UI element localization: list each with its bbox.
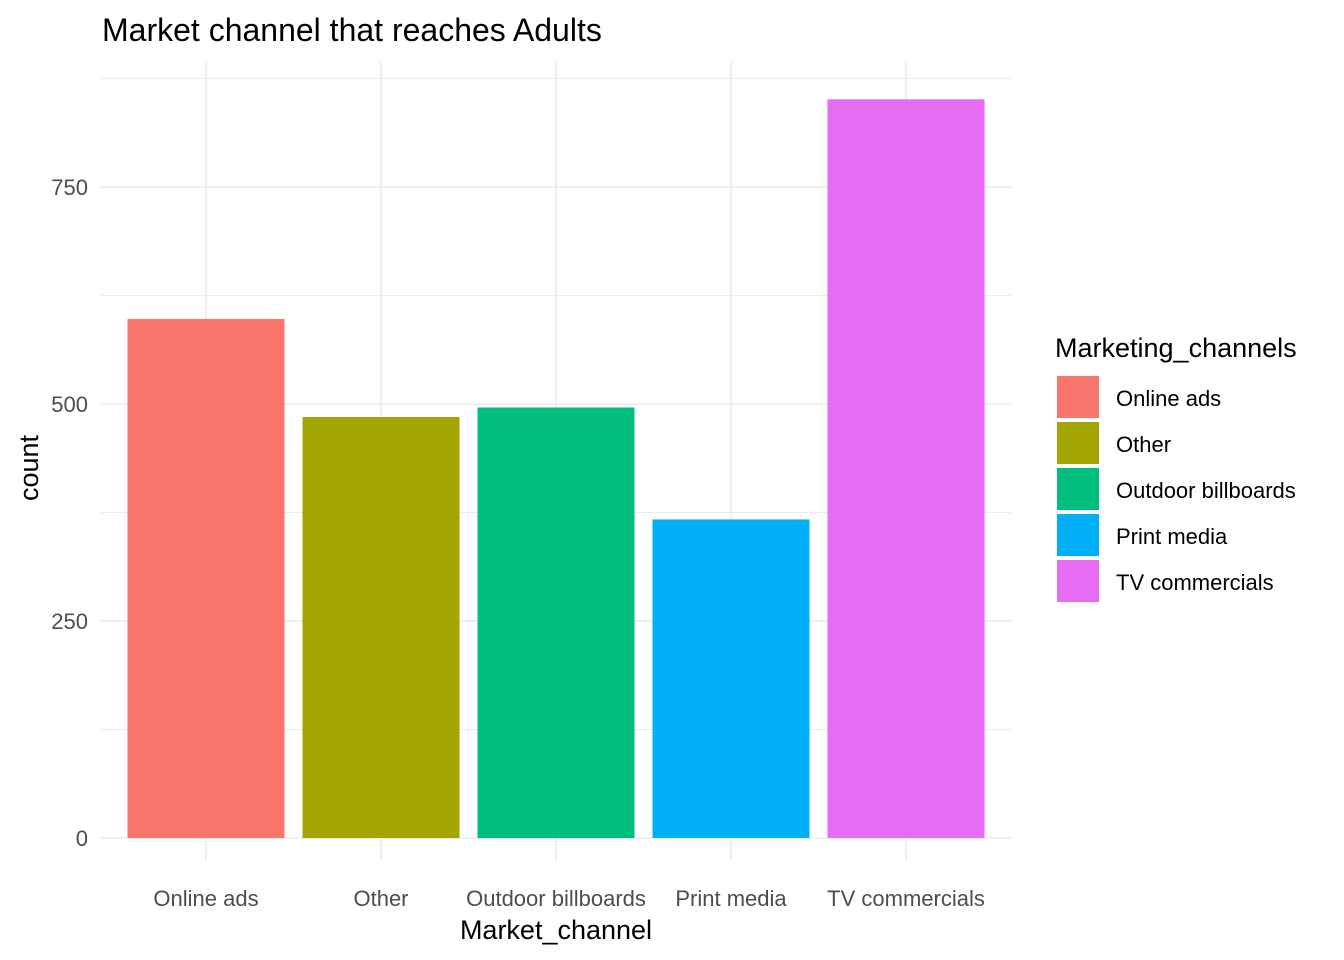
legend-key [1057,514,1099,556]
bar-other [302,417,460,838]
legend-key [1057,560,1099,602]
bar-outdoor-billboards [477,407,635,838]
x-tick-label: Other [353,886,408,911]
legend-items: Online ads Other Outdoor billboards Print m… [1057,376,1296,602]
bar-online-ads [127,318,285,838]
legend-key [1057,376,1099,418]
x-axis-tick-labels: Online ads Other Outdoor billboards Print m… [153,886,984,911]
y-tick-label: 750 [51,175,88,200]
bar-tv-commercials [827,99,985,838]
x-tick-label: TV commercials [827,886,985,911]
x-tick-label: Print media [675,886,787,911]
chart-title: Market channel that reaches Adults [102,12,602,48]
legend: Marketing_channels Online ads Other Outdoo… [1055,333,1297,602]
y-tick-label: 250 [51,609,88,634]
legend-label: Online ads [1116,386,1221,411]
legend-label: TV commercials [1116,570,1274,595]
x-tick-label: Outdoor billboards [466,886,646,911]
y-axis-title: count [14,434,44,501]
legend-title: Marketing_channels [1055,333,1297,363]
bars [127,99,985,838]
bar-print-media [652,519,810,838]
legend-key [1057,422,1099,464]
x-tick-label: Online ads [153,886,258,911]
y-tick-label: 500 [51,392,88,417]
legend-key [1057,468,1099,510]
y-tick-label: 0 [76,826,88,851]
legend-label: Print media [1116,524,1228,549]
y-axis-tick-labels: 0 250 500 750 [51,175,88,851]
legend-label: Other [1116,432,1171,457]
x-axis-title: Market_channel [460,915,652,945]
legend-label: Outdoor billboards [1116,478,1296,503]
